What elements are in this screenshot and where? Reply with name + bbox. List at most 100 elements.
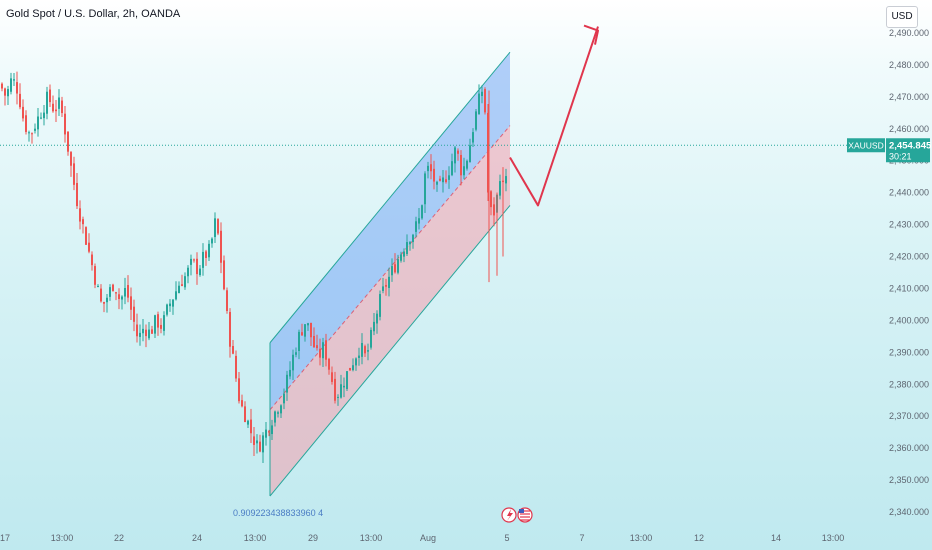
currency-button[interactable]: USD — [886, 6, 918, 28]
candle-body — [223, 260, 225, 290]
candle-body — [268, 431, 270, 433]
y-tick-label: 2,360.000 — [889, 443, 929, 453]
candle-body — [73, 163, 75, 185]
candle-body — [415, 221, 417, 232]
candle-body — [115, 292, 117, 294]
candle-body — [169, 303, 171, 307]
candle-body — [265, 429, 267, 438]
y-tick-label: 2,470.000 — [889, 92, 929, 102]
candle-body — [244, 406, 246, 423]
candle-body — [304, 324, 306, 337]
candle-body — [346, 371, 348, 390]
x-tick-label: 12 — [694, 533, 704, 543]
candle-body — [271, 425, 273, 435]
candle-body — [445, 179, 447, 183]
candle-body — [229, 311, 231, 347]
candle-body — [121, 296, 123, 300]
candle-body — [466, 160, 468, 169]
y-tick-label: 2,490.000 — [889, 28, 929, 38]
candle-body — [298, 331, 300, 351]
candle-body — [136, 324, 138, 337]
candle-body — [427, 165, 429, 172]
x-tick-label: 7 — [579, 533, 584, 543]
candle-body — [307, 323, 309, 326]
candle-body — [94, 266, 96, 285]
candle-body — [295, 352, 297, 355]
candle-body — [316, 345, 318, 349]
candle-body — [97, 285, 99, 288]
candle-body — [370, 329, 372, 348]
candle-body — [340, 384, 342, 398]
candle-body — [127, 285, 129, 298]
candle-body — [190, 258, 192, 265]
candle-body — [184, 276, 186, 288]
candle-body — [442, 177, 444, 183]
candle-body — [373, 321, 375, 332]
candle-body — [175, 291, 177, 300]
candle-body — [37, 116, 39, 130]
candle-body — [196, 258, 198, 275]
candle-body — [274, 411, 276, 423]
candle-body — [118, 294, 120, 300]
candle-body — [55, 109, 57, 112]
candle-body — [394, 264, 396, 273]
x-tick-label: 13:00 — [822, 533, 845, 543]
candle-body — [409, 242, 411, 245]
price-tag-countdown: 30:21 — [889, 151, 912, 161]
candle-body — [436, 181, 438, 185]
candle-body — [103, 301, 105, 304]
candle-body — [154, 315, 156, 334]
candle-body — [475, 111, 477, 130]
candle-body — [43, 112, 45, 119]
candle-body — [7, 89, 9, 97]
candle-body — [70, 152, 72, 166]
projection-arrow-head — [583, 24, 599, 45]
candle-body — [259, 441, 261, 452]
candle-body — [160, 324, 162, 329]
candle-body — [142, 328, 144, 334]
candle-body — [490, 191, 492, 208]
candle-body — [349, 367, 351, 371]
candle-body — [139, 332, 141, 337]
candle-body — [148, 329, 150, 339]
candle-body — [232, 345, 234, 354]
candle-body — [208, 243, 210, 258]
candle-body — [469, 145, 471, 163]
candle-body — [202, 251, 204, 268]
candles-group — [1, 71, 507, 463]
candle-body — [109, 287, 111, 297]
candle-body — [64, 113, 66, 135]
candle-body — [352, 365, 354, 371]
candle-body — [277, 412, 279, 414]
candle-body — [106, 297, 108, 303]
candle-body — [391, 266, 393, 276]
candle-body — [181, 284, 183, 286]
candle-body — [91, 254, 93, 266]
candle-body — [151, 329, 153, 334]
candle-body — [19, 93, 21, 108]
candle-body — [199, 268, 201, 276]
candle-body — [256, 440, 258, 444]
candle-body — [334, 378, 336, 401]
candle-body — [319, 348, 321, 358]
candle-body — [82, 219, 84, 225]
candle-body — [397, 259, 399, 273]
y-tick-label: 2,430.000 — [889, 220, 929, 230]
candle-body — [388, 276, 390, 288]
y-tick-label: 2,340.000 — [889, 507, 929, 517]
candle-body — [463, 166, 465, 176]
candle-body — [49, 89, 51, 103]
x-tick-label: 13:00 — [360, 533, 383, 543]
channel-upper-zone — [270, 52, 510, 410]
candle-body — [4, 88, 6, 96]
candle-body — [430, 164, 432, 172]
y-tick-label: 2,370.000 — [889, 411, 929, 421]
x-tick-label: Aug — [420, 533, 436, 543]
y-tick-label: 2,380.000 — [889, 379, 929, 389]
chart-title: Gold Spot / U.S. Dollar, 2h, OANDA — [6, 8, 181, 20]
channel-top-line — [269, 51, 511, 344]
candle-body — [472, 132, 474, 143]
